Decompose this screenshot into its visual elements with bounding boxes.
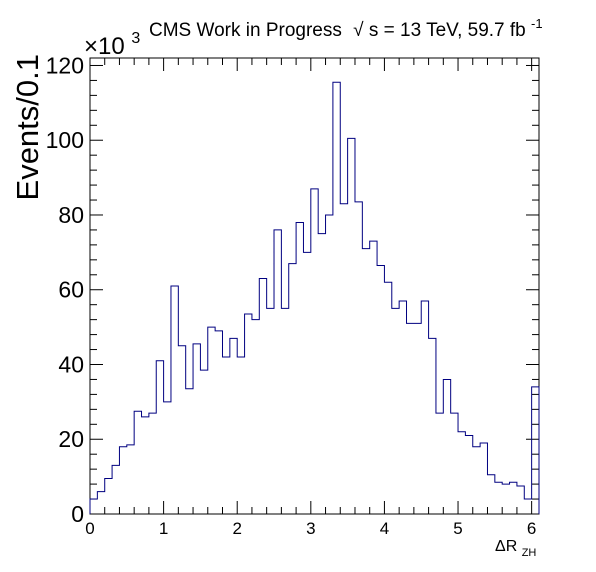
y-tick-label: 20	[58, 426, 84, 452]
y-multiplier-base: ×10	[84, 33, 125, 60]
title-sqrt-symbol: √	[353, 20, 364, 41]
y-tick-label: 100	[46, 127, 84, 153]
svg-text:CMS Work in Progress √: CMS Work in Progress √ s = 13 TeV, 59.7 …	[149, 16, 543, 41]
x-axis-ticks: 0 1 2 3 4 5 6	[85, 58, 536, 538]
x-axis-label-main: ΔR	[495, 538, 517, 555]
x-tick-label: 1	[159, 519, 168, 538]
y-tick-label: 60	[58, 277, 84, 303]
y-multiplier-exponent: 3	[131, 30, 140, 47]
x-tick-label: 4	[380, 519, 389, 538]
y-multiplier: ×10 3	[84, 30, 140, 60]
x-tick-label: 3	[306, 519, 315, 538]
x-tick-label: 6	[527, 519, 536, 538]
title: CMS Work in Progress √ s = 13 TeV, 59.7 …	[149, 16, 543, 41]
title-prefix: CMS Work in Progress	[149, 20, 342, 41]
x-tick-label: 2	[232, 519, 241, 538]
title-suffix: = 13 TeV, 59.7 fb	[384, 20, 526, 41]
svg-text:×10 3: ×10 3	[84, 30, 140, 60]
svg-text:ΔR ZH: ΔR ZH	[495, 538, 536, 559]
y-axis-label: Events/0.1	[10, 54, 45, 200]
x-axis-label: ΔR ZH	[495, 538, 536, 559]
y-tick-label: 80	[58, 202, 84, 228]
title-energy: s	[369, 20, 379, 41]
plot-frame	[90, 58, 539, 514]
x-tick-label: 5	[453, 519, 462, 538]
histogram-series-line	[90, 82, 539, 514]
x-axis-label-sub: ZH	[522, 547, 537, 559]
x-tick-label: 0	[85, 519, 94, 538]
y-tick-label: 0	[71, 501, 84, 527]
title-superscript: -1	[531, 16, 543, 31]
y-tick-label: 40	[58, 351, 84, 377]
y-tick-label: 120	[46, 52, 84, 78]
